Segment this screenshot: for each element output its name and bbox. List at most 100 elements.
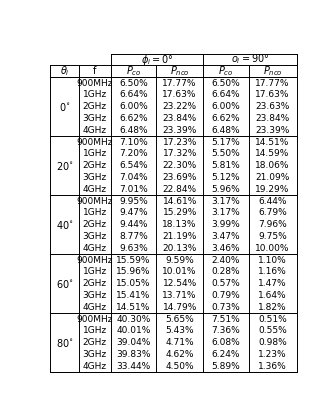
Text: 2GHz: 2GHz — [83, 102, 107, 111]
Text: 15.41%: 15.41% — [116, 291, 151, 300]
Text: 4GHz: 4GHz — [83, 303, 107, 312]
Text: 6.48%: 6.48% — [119, 126, 148, 135]
Text: 9.47%: 9.47% — [119, 208, 148, 218]
Text: 14.51%: 14.51% — [256, 138, 290, 147]
Text: 6.48%: 6.48% — [212, 126, 240, 135]
Text: 5.96%: 5.96% — [212, 185, 240, 194]
Text: 5.17%: 5.17% — [212, 138, 240, 147]
Text: $\theta_i$: $\theta_i$ — [60, 64, 70, 78]
Text: $P_{co}$: $P_{co}$ — [218, 64, 234, 78]
Text: 2GHz: 2GHz — [83, 338, 107, 347]
Text: 13.71%: 13.71% — [163, 291, 197, 300]
Text: 7.10%: 7.10% — [119, 138, 148, 147]
Text: 0.28%: 0.28% — [212, 268, 240, 276]
Text: $P_{nco}$: $P_{nco}$ — [170, 64, 190, 78]
Text: 23.84%: 23.84% — [256, 114, 290, 123]
Text: 40.30%: 40.30% — [116, 315, 151, 323]
Text: 9.75%: 9.75% — [258, 232, 287, 241]
Text: 10.00%: 10.00% — [255, 244, 290, 253]
Text: 900MHz: 900MHz — [76, 138, 113, 147]
Text: 0.98%: 0.98% — [258, 338, 287, 347]
Text: 1.82%: 1.82% — [258, 303, 287, 312]
Text: 0.51%: 0.51% — [258, 315, 287, 323]
Text: 9.63%: 9.63% — [119, 244, 148, 253]
Text: 6.62%: 6.62% — [212, 114, 240, 123]
Text: $60^{\circ}$: $60^{\circ}$ — [56, 278, 73, 290]
Text: 6.62%: 6.62% — [119, 114, 148, 123]
Text: 7.01%: 7.01% — [119, 185, 148, 194]
Text: 1GHz: 1GHz — [82, 150, 107, 158]
Text: 39.83%: 39.83% — [116, 350, 151, 359]
Text: 3GHz: 3GHz — [82, 232, 107, 241]
Text: 900MHz: 900MHz — [76, 79, 113, 88]
Text: 1.36%: 1.36% — [258, 362, 287, 371]
Text: 7.51%: 7.51% — [212, 315, 240, 323]
Text: 15.59%: 15.59% — [116, 256, 151, 265]
Text: 40.01%: 40.01% — [116, 326, 151, 336]
Text: 900MHz: 900MHz — [76, 197, 113, 206]
Text: $\mathit{o}_i = 90°$: $\mathit{o}_i = 90°$ — [231, 52, 269, 66]
Text: 1.16%: 1.16% — [258, 268, 287, 276]
Text: 22.84%: 22.84% — [163, 185, 197, 194]
Text: 3GHz: 3GHz — [82, 114, 107, 123]
Text: 6.50%: 6.50% — [119, 79, 148, 88]
Text: $P_{co}$: $P_{co}$ — [126, 64, 141, 78]
Text: f: f — [93, 66, 96, 76]
Text: 1.64%: 1.64% — [258, 291, 287, 300]
Text: 0.79%: 0.79% — [212, 291, 240, 300]
Text: 1.10%: 1.10% — [258, 256, 287, 265]
Text: 3.99%: 3.99% — [212, 220, 240, 229]
Text: 12.54%: 12.54% — [163, 279, 197, 288]
Text: 17.23%: 17.23% — [163, 138, 197, 147]
Text: 17.32%: 17.32% — [163, 150, 197, 158]
Text: 4GHz: 4GHz — [83, 185, 107, 194]
Text: 5.43%: 5.43% — [165, 326, 194, 336]
Text: 7.04%: 7.04% — [119, 173, 148, 182]
Text: 4GHz: 4GHz — [83, 244, 107, 253]
Text: 5.12%: 5.12% — [212, 173, 240, 182]
Text: 5.89%: 5.89% — [212, 362, 240, 371]
Text: 17.63%: 17.63% — [163, 90, 197, 100]
Text: 6.00%: 6.00% — [212, 102, 240, 111]
Text: 5.81%: 5.81% — [212, 161, 240, 170]
Text: 14.59%: 14.59% — [256, 150, 290, 158]
Text: 19.29%: 19.29% — [256, 185, 290, 194]
Text: 15.05%: 15.05% — [116, 279, 151, 288]
Text: 18.13%: 18.13% — [163, 220, 197, 229]
Text: 3.47%: 3.47% — [212, 232, 240, 241]
Text: 9.44%: 9.44% — [119, 220, 148, 229]
Text: 3GHz: 3GHz — [82, 291, 107, 300]
Text: 21.09%: 21.09% — [256, 173, 290, 182]
Text: 23.39%: 23.39% — [256, 126, 290, 135]
Text: 0.55%: 0.55% — [258, 326, 287, 336]
Text: 33.44%: 33.44% — [116, 362, 151, 371]
Text: 22.30%: 22.30% — [163, 161, 197, 170]
Text: 4.50%: 4.50% — [165, 362, 194, 371]
Text: 2GHz: 2GHz — [83, 279, 107, 288]
Text: 17.77%: 17.77% — [255, 79, 290, 88]
Text: 6.44%: 6.44% — [259, 197, 287, 206]
Text: 0.73%: 0.73% — [212, 303, 240, 312]
Text: 6.79%: 6.79% — [258, 208, 287, 218]
Text: 6.24%: 6.24% — [212, 350, 240, 359]
Text: $0^{\circ}$: $0^{\circ}$ — [59, 101, 70, 113]
Text: 4GHz: 4GHz — [83, 362, 107, 371]
Text: 5.50%: 5.50% — [212, 150, 240, 158]
Text: 9.59%: 9.59% — [165, 256, 194, 265]
Text: 6.00%: 6.00% — [119, 102, 148, 111]
Text: 1GHz: 1GHz — [82, 90, 107, 100]
Text: 3.17%: 3.17% — [212, 208, 240, 218]
Text: 9.95%: 9.95% — [119, 197, 148, 206]
Text: 2GHz: 2GHz — [83, 220, 107, 229]
Text: 1.23%: 1.23% — [258, 350, 287, 359]
Text: 14.51%: 14.51% — [116, 303, 151, 312]
Text: 1GHz: 1GHz — [82, 326, 107, 336]
Text: 2.40%: 2.40% — [212, 256, 240, 265]
Text: 6.54%: 6.54% — [119, 161, 148, 170]
Text: 6.08%: 6.08% — [212, 338, 240, 347]
Text: 23.39%: 23.39% — [163, 126, 197, 135]
Text: 900MHz: 900MHz — [76, 315, 113, 323]
Text: 1.47%: 1.47% — [258, 279, 287, 288]
Text: 4.62%: 4.62% — [166, 350, 194, 359]
Text: 2GHz: 2GHz — [83, 161, 107, 170]
